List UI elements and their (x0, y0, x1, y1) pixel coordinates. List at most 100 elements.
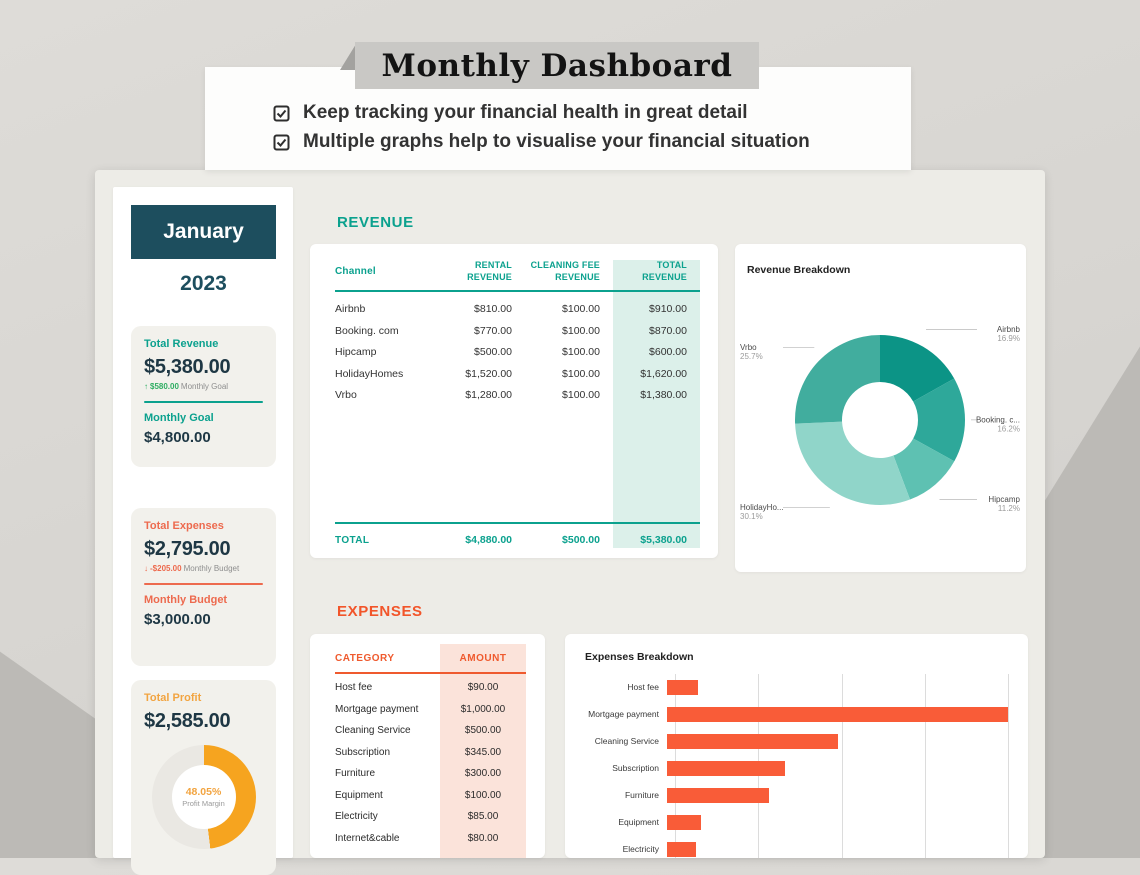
expenses-chart-title: Expenses Breakdown (585, 651, 694, 663)
bar-category-label: Cleaning Service (594, 736, 659, 746)
expenses-table-rows: Host fee $90.00 Mortgage payment $1,000.00 C… (335, 677, 526, 849)
revenue-chart-title: Revenue Breakdown (747, 264, 851, 276)
expenses-bar-chart: Host fee Mortgage payment Cleaning Service… (585, 674, 1009, 858)
total-revenue-card: Total Revenue $5,380.00 ↑ $580.00 Monthl… (131, 326, 276, 467)
donut-slice-airbnb (880, 335, 955, 402)
bar-category-label: Equipment (618, 817, 659, 827)
revenue-total-row: TOTAL $4,880.00 $500.00 $5,380.00 (335, 522, 700, 546)
donut-slice-hipcamp (893, 438, 955, 500)
category-cell: Subscription (335, 746, 391, 758)
revenue-table-row: Airbnb $810.00 $100.00 $910.00 (335, 298, 700, 320)
bar-row: Furniture (585, 787, 1008, 803)
bullet-text: Keep tracking your financial health in g… (303, 102, 748, 123)
gridline (1008, 674, 1009, 858)
monthly-budget-label: Monthly Budget (144, 594, 228, 606)
channel-cell: HolidayHomes (335, 367, 404, 380)
feature-bullets: Keep tracking your financial health in g… (273, 102, 810, 153)
expenses-table-card: CATEGORY AMOUNT Host fee $90.00 Mortgage p… (310, 634, 545, 858)
amount-cell: $80.00 (467, 832, 499, 844)
table-spacer (335, 406, 700, 522)
category-cell: Furniture (335, 768, 376, 780)
amount-cell: $1,000.00 (460, 703, 506, 715)
rental-revenue-cell: $810.00 (474, 303, 512, 316)
revenue-table: Channel RENTAL REVENUE CLEANING FEE REVE… (335, 260, 700, 546)
channel-cell: Airbnb (335, 303, 366, 316)
expenses-table-row: Host fee $90.00 (335, 677, 526, 699)
donut-percent-label: 16.9% (997, 334, 1020, 343)
total-cleaning: $500.00 (562, 534, 600, 546)
profit-margin-donut: 48.05% Profit Margin (151, 745, 256, 849)
expenses-table: CATEGORY AMOUNT Host fee $90.00 Mortgage p… (335, 644, 526, 858)
banner-fold (340, 44, 356, 70)
expenses-delta-caption: Monthly Budget (183, 564, 240, 573)
bar-row: Subscription (585, 760, 1008, 776)
revenue-table-row: Booking. com $770.00 $100.00 $870.00 (335, 320, 700, 342)
revenue-table-header: Channel RENTAL REVENUE CLEANING FEE REVE… (335, 260, 700, 293)
rental-revenue-cell: $1,520.00 (465, 367, 512, 380)
cleaning-fee-cell: $100.00 (562, 346, 600, 359)
profit-margin-percent: 48.05% (185, 786, 222, 798)
amount-cell: $500.00 (464, 725, 502, 737)
up-arrow-icon: ↑ (144, 382, 148, 391)
expenses-table-row: Mortgage payment $1,000.00 (335, 699, 526, 721)
bar-track (667, 814, 1008, 830)
amount-cell: $345.00 (464, 746, 502, 758)
bullet-item: Keep tracking your financial health in g… (273, 102, 810, 124)
total-revenue-cell: $910.00 (649, 303, 687, 316)
expenses-chart-card: Expenses Breakdown Host fee Mortgage paym… (565, 634, 1028, 858)
bar-category-label: Mortgage payment (588, 709, 659, 719)
checkbox-checked-icon (273, 105, 290, 121)
expenses-table-header: CATEGORY AMOUNT (335, 644, 526, 674)
channel-cell: Hipcamp (335, 346, 377, 359)
col-total-revenue: TOTAL REVENUE (642, 260, 687, 282)
expenses-table-row: Subscription $345.00 (335, 742, 526, 764)
revenue-table-rows: Airbnb $810.00 $100.00 $910.00 Booking. com $… (335, 298, 700, 406)
donut-label: Booking. c... (976, 415, 1020, 424)
donut-label: Airbnb (997, 325, 1021, 334)
total-expenses-card: Total Expenses $2,795.00 ↓ -$205.00 Mont… (131, 508, 276, 666)
col-category: CATEGORY (335, 653, 395, 664)
col-amount: AMOUNT (459, 653, 507, 664)
donut-label: Hipcamp (988, 495, 1020, 504)
total-profit-label: Total Profit (144, 692, 202, 704)
revenue-table-row: Hipcamp $500.00 $100.00 $600.00 (335, 341, 700, 363)
bar (667, 733, 838, 749)
expenses-table-row: Furniture $300.00 (335, 763, 526, 785)
bar-category-label: Host fee (627, 682, 659, 692)
cleaning-fee-cell: $100.00 (562, 303, 600, 316)
bar (667, 787, 770, 803)
cleaning-fee-cell: $100.00 (562, 389, 600, 402)
donut-label: Vrbo (740, 343, 757, 352)
dashboard-card: January 2023 Total Revenue $5,380.00 ↑ $… (95, 170, 1045, 875)
expenses-section-heading: EXPENSES (337, 603, 423, 620)
amount-cell: $300.00 (464, 768, 502, 780)
col-rental-revenue: RENTAL REVENUE (467, 260, 512, 282)
rental-revenue-cell: $770.00 (474, 324, 512, 337)
expenses-table-row: Equipment $100.00 (335, 785, 526, 807)
bar-track (667, 841, 1008, 857)
bar-rows: Host fee Mortgage payment Cleaning Service… (585, 679, 1008, 857)
bar (667, 841, 696, 857)
donut-label: HolidayHo... (740, 503, 784, 512)
col-channel: Channel (335, 266, 376, 278)
expenses-table-row: Electricity $85.00 (335, 806, 526, 828)
profit-margin-caption: Profit Margin (182, 799, 225, 808)
channel-cell: Vrbo (335, 389, 357, 402)
down-arrow-icon: ↓ (144, 564, 148, 573)
total-revenue-label: Total Revenue (144, 338, 219, 350)
bar-row: Host fee (585, 679, 1008, 695)
rental-revenue-cell: $1,280.00 (465, 389, 512, 402)
title-banner: Monthly Dashboard (355, 42, 759, 89)
expenses-delta-amount: -$205.00 (150, 564, 182, 573)
bar-category-label: Furniture (624, 790, 659, 800)
bar-track (667, 787, 1008, 803)
total-revenue-cell: $1,620.00 (640, 367, 687, 380)
amount-cell: $90.00 (467, 682, 499, 694)
amount-cell: $85.00 (467, 811, 499, 823)
category-cell: Cleaning Service (335, 725, 411, 737)
page-title: Monthly Dashboard (381, 47, 733, 84)
bar-category-label: Subscription (612, 763, 659, 773)
revenue-delta-amount: $580.00 (150, 382, 179, 391)
cleaning-fee-cell: $100.00 (562, 324, 600, 337)
